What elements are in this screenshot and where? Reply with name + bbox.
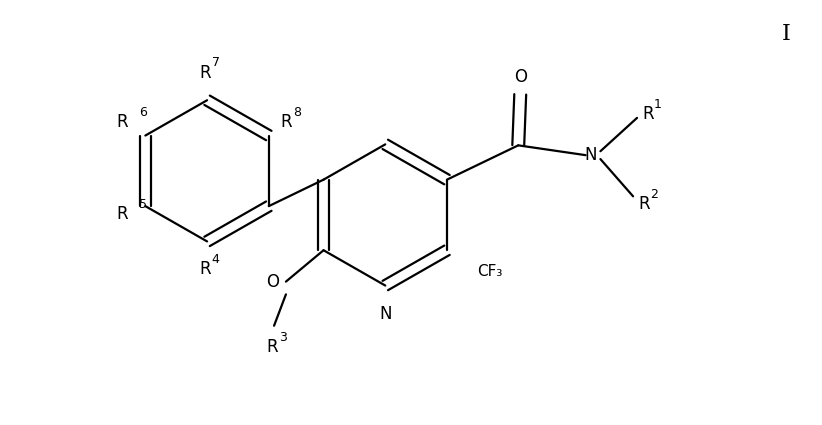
Text: CF₃: CF₃ [477,264,502,279]
Text: O: O [514,68,527,86]
Text: I: I [782,23,791,45]
Text: 7: 7 [211,57,219,70]
Text: N: N [379,305,391,323]
Text: 1: 1 [653,98,662,110]
Text: 5: 5 [140,198,147,211]
Text: 6: 6 [140,105,147,119]
Text: R: R [116,113,127,131]
Text: R: R [266,338,278,356]
Text: R: R [280,113,293,131]
Text: R: R [642,105,653,123]
Text: 2: 2 [650,188,658,201]
Text: 8: 8 [293,105,301,119]
Text: O: O [266,272,279,291]
Text: R: R [199,260,210,278]
Text: R: R [116,205,127,223]
Text: 3: 3 [279,331,287,344]
Text: 4: 4 [211,252,219,266]
Text: R: R [638,195,649,213]
Text: R: R [199,64,210,82]
Text: N: N [584,146,597,164]
